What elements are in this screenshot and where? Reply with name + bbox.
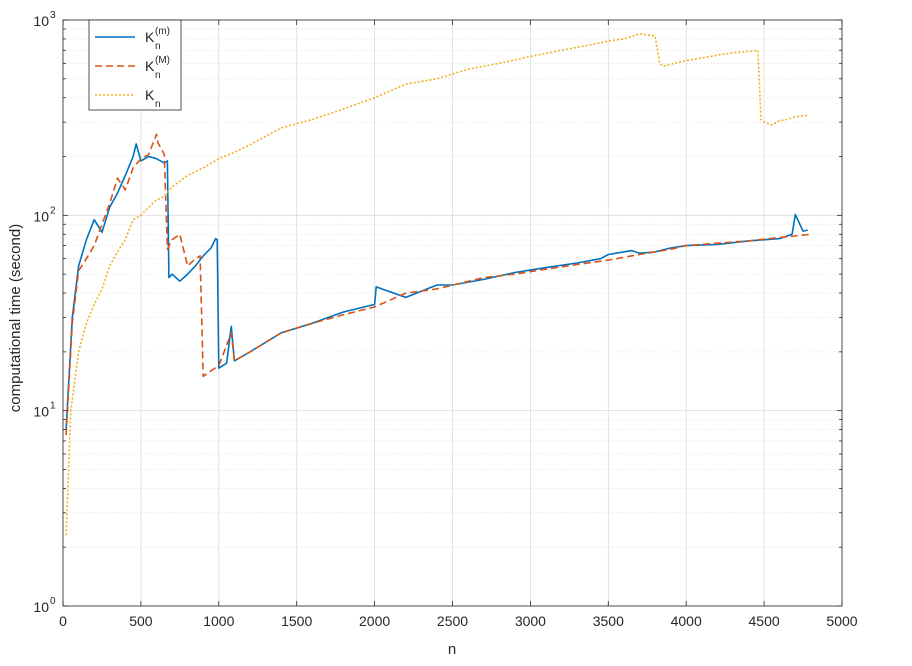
x-tick-label: 3500 xyxy=(593,613,624,629)
y-tick-label-exponent: 1 xyxy=(50,401,56,412)
y-tick-label: 10 xyxy=(33,13,49,29)
y-tick-label: 10 xyxy=(33,599,49,615)
series-line-2 xyxy=(65,32,808,536)
x-axis-title: n xyxy=(448,641,456,658)
y-tick-label: 10 xyxy=(33,404,49,420)
series-line-1 xyxy=(65,133,811,436)
x-tick-label: 4000 xyxy=(671,613,702,629)
legend-label-sub-0: n xyxy=(155,41,161,52)
y-tick-label: 10 xyxy=(33,208,49,224)
legend-label-sub-2: n xyxy=(155,99,161,110)
x-tick-label: 500 xyxy=(129,613,153,629)
y-tick-label-exponent: 2 xyxy=(50,205,56,216)
plot-area: 0 500 1000 1500 2000 2500 3000 3500 4000 4500 5000… xyxy=(33,10,857,629)
legend-label-0: K xyxy=(145,29,155,45)
x-tick-label: 1000 xyxy=(203,613,234,629)
y-tick-label-exponent: 3 xyxy=(50,10,56,21)
y-axis-title: computational time (second) xyxy=(7,224,24,412)
x-tick-label: 2500 xyxy=(437,613,468,629)
x-axis-label: n xyxy=(448,641,456,658)
x-tick-label: 1500 xyxy=(281,613,312,629)
x-tick-label: 5000 xyxy=(826,613,857,629)
legend-label-sup-1: (M) xyxy=(155,55,170,66)
y-tick-label-exponent: 0 xyxy=(50,596,56,607)
y-axis-label: computational time (second) xyxy=(7,224,24,412)
legend-label-sub-1: n xyxy=(155,70,161,81)
legend: Kn(m)Kn(M)Kn xyxy=(88,19,182,111)
legend-label-2: K xyxy=(145,87,155,103)
x-tick-label: 2000 xyxy=(359,613,390,629)
legend-label-1: K xyxy=(145,58,155,74)
x-tick-label: 4500 xyxy=(749,613,780,629)
x-tick-label: 3000 xyxy=(515,613,546,629)
x-tick-label: 0 xyxy=(59,613,67,629)
legend-label-sup-0: (m) xyxy=(155,26,170,37)
